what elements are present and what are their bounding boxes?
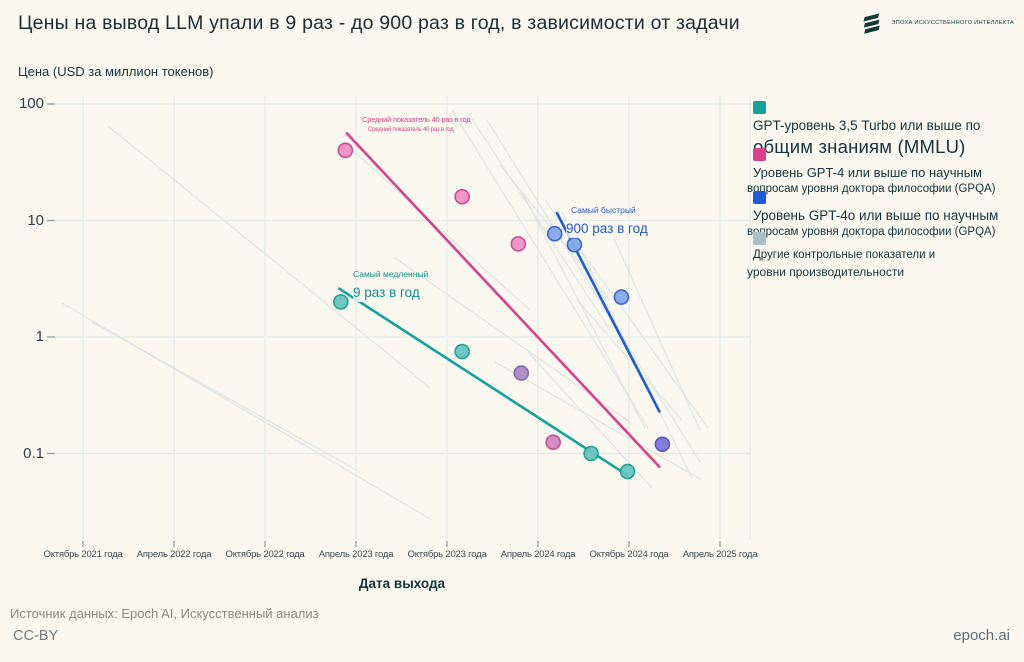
- x-tick-label: Октябрь 2023 года: [407, 549, 487, 560]
- x-tick-label: Апрель 2024 года: [500, 549, 576, 560]
- legend-item-gpt4-gpqa: Уровень GPT-4 или выше по научным вопрос…: [747, 146, 1021, 197]
- annotation-average-rate: Средний показатель 40 раз в год Средний …: [362, 115, 471, 135]
- y-tick-label: 1: [35, 328, 44, 345]
- data-point: [454, 188, 470, 205]
- legend-label: Уровень GPT-4o или выше по научным: [753, 208, 999, 223]
- y-tick-label: 10: [27, 211, 44, 229]
- y-axis-title: Цена (USD за миллион токенов): [18, 64, 214, 79]
- y-tick-label: 100: [18, 95, 44, 112]
- legend-label: вопросам уровня доктора философии (GPQA): [747, 182, 996, 195]
- annotation-average-line2: Средний показатель 40 раз в год: [368, 126, 454, 133]
- annotation-fastest-rate: Самый быстрый 900 раз в год: [566, 199, 648, 239]
- legend-swatch-teal: [753, 101, 766, 114]
- other-benchmark-trend-line: [561, 211, 693, 479]
- annotation-fastest-line2: 900 раз в год: [566, 221, 648, 238]
- other-benchmark-trend-line: [607, 224, 701, 431]
- data-point: [583, 445, 599, 462]
- other-benchmark-trend-line: [451, 109, 649, 429]
- other-benchmark-trend-line: [521, 191, 646, 429]
- data-point: [510, 236, 527, 252]
- legend-swatch-pink: [753, 148, 766, 161]
- data-point: [513, 365, 530, 381]
- data-point: [337, 142, 354, 159]
- other-benchmark-trend-line: [347, 145, 531, 311]
- other-benchmark-trend-line: [467, 112, 611, 331]
- brand-link[interactable]: epoch.ai: [953, 627, 1010, 644]
- other-benchmark-trend-line: [494, 361, 703, 481]
- x-tick-label: Апрель 2022 года: [136, 549, 212, 560]
- x-tick-label: Октябрь 2024 года: [589, 549, 669, 560]
- x-tick-label: Октябрь 2022 года: [225, 549, 305, 560]
- legend-label: уровни производительности: [747, 264, 905, 279]
- legend-item-other-benchmarks: Другие контрольные показатели и уровни п…: [747, 230, 1021, 280]
- legend-label: общим знаниям (MMLU): [753, 136, 966, 158]
- legend-swatch-blue: [753, 191, 766, 204]
- data-point: [654, 436, 671, 453]
- data-point: [613, 289, 630, 305]
- data-point: [333, 294, 349, 310]
- x-tick-label: Октябрь 2021 года: [43, 549, 123, 560]
- data-point: [546, 225, 563, 242]
- annotation-slowest-rate: Самый медленный 9 раз в год: [353, 263, 428, 303]
- other-benchmark-trend-line: [486, 119, 701, 463]
- legend-item-gpt4o-gpqa: Уровень GPT-4o или выше по научным вопро…: [747, 189, 1021, 241]
- trend-line: [338, 287, 629, 477]
- legend-label: Уровень GPT-4 или выше по научным: [753, 165, 982, 180]
- x-axis-title: Дата выхода: [358, 576, 446, 591]
- annotation-slowest-line2: 9 раз в год: [353, 285, 420, 302]
- annotation-slowest-line1: Самый медленный: [353, 269, 429, 279]
- data-point: [454, 343, 470, 360]
- legend-label: GPT-уровень 3,5 Turbo или выше по: [753, 118, 981, 133]
- x-tick-label: Апрель 2025 года: [682, 549, 758, 560]
- trend-line: [345, 132, 661, 469]
- annotation-average-line1: Средний показатель 40 раз в год: [362, 115, 471, 124]
- epoch-logo-text: ЭПОХА ИСКУССТВЕННОГО ИНТЕЛЛЕКТА: [891, 20, 1014, 26]
- legend-swatch-gray: [753, 232, 766, 245]
- other-benchmark-trend-line: [107, 125, 431, 389]
- legend-label: Другие контрольные показатели и: [753, 249, 936, 261]
- page-title: Цены на вывод LLM упали в 9 раз - до 900…: [18, 12, 740, 34]
- other-benchmark-trend-line: [576, 299, 683, 421]
- data-point: [545, 434, 561, 451]
- data-point: [619, 463, 636, 480]
- data-point: [566, 236, 583, 253]
- license-label: CC-BY: [13, 628, 59, 644]
- legend-label: вопросам уровня доктора философии (GPQA): [747, 226, 996, 239]
- epoch-logo-icon: [863, 13, 881, 34]
- y-tick-label: 0.1: [23, 444, 44, 462]
- legend-item-mmlu: GPT-уровень 3,5 Turbo или выше по общим …: [753, 99, 1021, 160]
- epoch-logo: ЭПОХА ИСКУССТВЕННОГО ИНТЕЛЛЕКТА: [861, 10, 1014, 36]
- x-tick-label: Апрель 2023 года: [318, 549, 394, 560]
- annotation-fastest-line1: Самый быстрый: [571, 205, 636, 215]
- other-benchmark-trend-line: [91, 321, 361, 473]
- data-source-note: Источник данных: Epoch AI, Искусственный…: [10, 606, 319, 621]
